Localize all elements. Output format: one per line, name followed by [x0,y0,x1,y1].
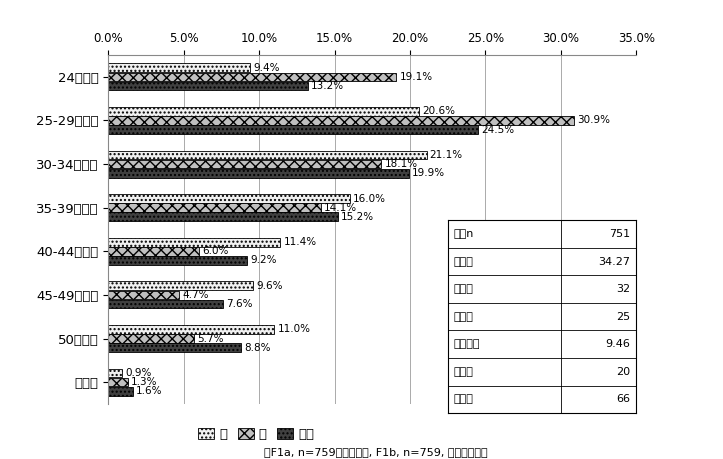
Text: 751: 751 [609,229,630,239]
Text: 有効n: 有効n [454,229,474,239]
Bar [108,151,427,159]
Text: 5.7%: 5.7% [197,334,224,343]
Bar [108,300,223,308]
Bar [108,213,338,221]
Text: 66: 66 [617,394,630,404]
Text: 24.5%: 24.5% [481,125,514,134]
Bar [108,256,247,265]
Bar [108,281,253,290]
Text: 14.1%: 14.1% [324,203,357,213]
Text: 32: 32 [617,284,630,294]
Text: 13.2%: 13.2% [310,81,343,91]
Text: 最小値: 最小値 [454,367,474,377]
Bar [108,63,250,72]
Text: 20.6%: 20.6% [422,106,455,116]
Bar [108,107,419,116]
Bar [108,378,128,386]
Text: 平均値: 平均値 [454,257,474,267]
Bar [108,203,321,212]
Text: 6.0%: 6.0% [202,246,228,256]
Text: 9.6%: 9.6% [256,281,283,291]
Text: 9.2%: 9.2% [250,256,277,265]
Text: 最大値: 最大値 [454,394,474,404]
Text: 最頻値: 最頻値 [454,312,474,322]
Text: 4.7%: 4.7% [182,290,209,300]
Bar [108,291,179,299]
Text: 7.6%: 7.6% [226,299,252,309]
Bar [108,125,478,134]
Text: 中央値: 中央値 [454,284,474,294]
Text: 1.6%: 1.6% [136,386,162,396]
Text: 19.9%: 19.9% [411,168,445,178]
Bar [108,247,199,256]
Text: 25: 25 [617,312,630,322]
Text: 30.9%: 30.9% [578,116,610,125]
Text: 20: 20 [617,367,630,377]
Text: 9.4%: 9.4% [253,63,280,73]
Text: 8.8%: 8.8% [244,343,270,353]
Text: 19.1%: 19.1% [400,72,432,82]
Text: 0.9%: 0.9% [125,368,151,378]
Text: 標準偏差: 標準偏差 [454,339,480,349]
Bar [108,116,574,125]
Text: 18.1%: 18.1% [385,159,418,169]
Bar [108,82,307,90]
Text: 34.27: 34.27 [599,257,630,267]
Text: 11.0%: 11.0% [278,325,310,334]
Bar [108,169,408,178]
Text: 15.2%: 15.2% [341,212,374,222]
Legend: 男, 女, 合計: 男, 女, 合計 [193,423,320,446]
Text: 9.46: 9.46 [606,339,630,349]
Bar [108,387,132,396]
Bar [108,369,122,377]
Bar [108,238,281,246]
Bar [108,334,194,343]
Bar [108,160,382,168]
Text: 1.3%: 1.3% [131,377,158,387]
Text: 16.0%: 16.0% [353,194,386,203]
Bar [108,73,396,81]
Text: 21.1%: 21.1% [429,150,463,160]
Bar [108,343,241,352]
Bar [108,194,350,203]
Text: 11.4%: 11.4% [283,237,317,247]
Text: （F1a, n=759，単一回答, F1b, n=759, 数字で記入）: （F1a, n=759，単一回答, F1b, n=759, 数字で記入） [264,447,488,457]
Bar [108,325,274,334]
